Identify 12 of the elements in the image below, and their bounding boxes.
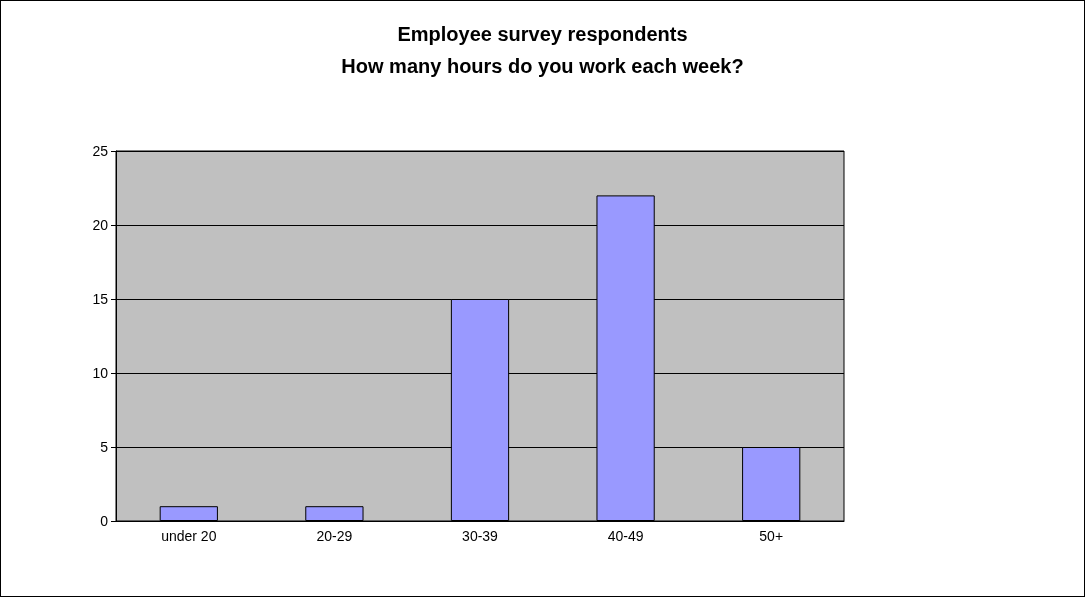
y-tick-label: 10 [92, 365, 109, 381]
y-tick-label: 5 [100, 439, 109, 455]
y-tick-label: 15 [92, 291, 109, 307]
chart-title: Employee survey respondents How many hours do you work each week? [341, 23, 744, 77]
x-tick-label: 30-39 [462, 528, 499, 544]
y-tick-label: 20 [92, 217, 109, 233]
x-tick-label: 20-29 [316, 528, 353, 544]
x-tick-label: 50+ [759, 528, 784, 544]
y-tick-label: 0 [100, 513, 109, 529]
x-tick-label: under 20 [161, 528, 217, 544]
y-tick-label: 25 [92, 143, 109, 159]
x-tick-label: 40-49 [607, 528, 644, 544]
